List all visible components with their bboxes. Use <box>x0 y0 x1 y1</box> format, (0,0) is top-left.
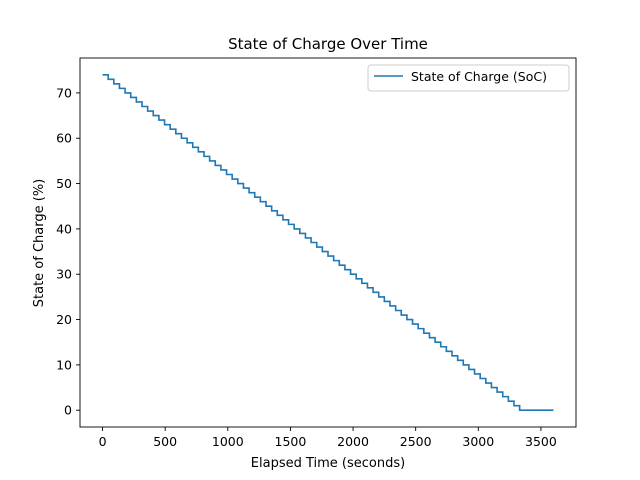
soc-series-line <box>102 73 554 412</box>
y-tick-label: 70 <box>56 85 72 100</box>
x-axis: 0 500 1000 1500 2000 2500 3000 3500 <box>99 427 557 449</box>
y-axis: 0 10 20 30 40 50 60 70 <box>56 85 80 418</box>
plot-background <box>80 58 576 427</box>
legend-label: State of Charge (SoC) <box>411 69 547 84</box>
plot-area <box>80 58 576 427</box>
x-tick-label: 3500 <box>525 434 557 449</box>
legend-box <box>367 64 570 92</box>
y-tick-label: 10 <box>56 357 72 372</box>
x-tick-label: 0 <box>99 434 107 449</box>
y-tick-label: 20 <box>56 312 72 327</box>
chart-title: State of Charge Over Time <box>228 35 428 53</box>
y-axis-label: State of Charge (%) <box>32 179 47 307</box>
x-tick-label: 2500 <box>400 434 432 449</box>
x-tick-label: 3000 <box>462 434 494 449</box>
series-layer <box>102 73 554 412</box>
y-tick-label: 50 <box>56 176 72 191</box>
y-tick-label: 0 <box>64 403 72 418</box>
plot-frame <box>79 57 577 428</box>
x-tick-label: 1000 <box>212 434 244 449</box>
x-tick-label: 1500 <box>275 434 307 449</box>
y-tick-label: 30 <box>56 267 72 282</box>
x-tick-label: 2000 <box>337 434 369 449</box>
y-tick-label: 60 <box>56 131 72 146</box>
y-tick-label: 40 <box>56 221 72 236</box>
legend: State of Charge (SoC) <box>367 64 570 92</box>
x-axis-label: Elapsed Time (seconds) <box>251 456 405 471</box>
x-tick-label: 500 <box>153 434 177 449</box>
